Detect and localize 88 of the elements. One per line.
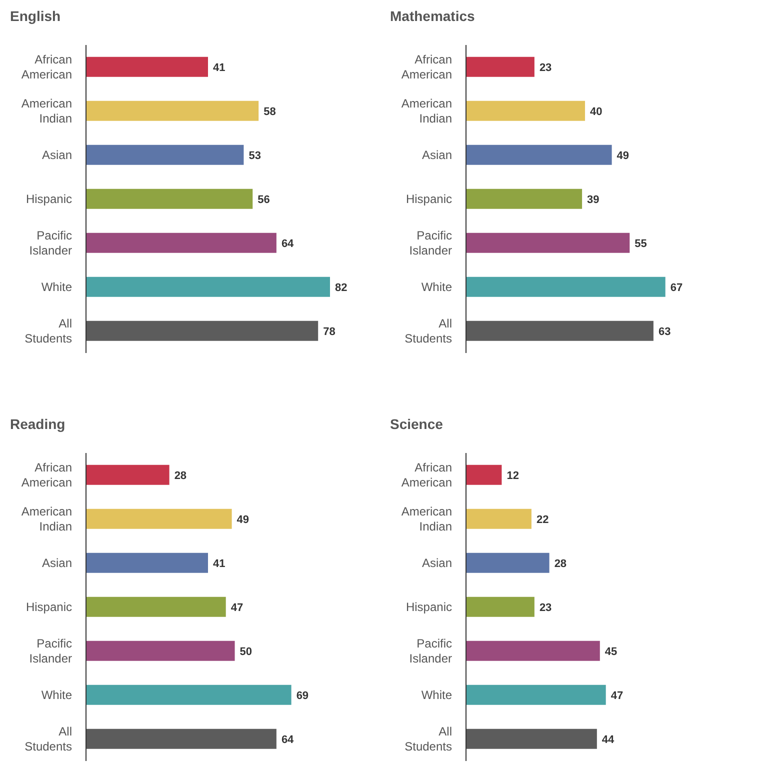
bar [466,320,654,341]
bar [466,596,534,617]
data-label: 63 [658,326,671,338]
data-label: 47 [230,602,244,614]
y-tick-label: Hispanic [26,192,72,206]
y-tick-label: American Indian [21,96,72,126]
data-label: 28 [554,558,567,570]
bar [466,188,582,209]
data-label: 64 [281,734,295,746]
data-label: 41 [213,62,226,74]
data-label: 64 [281,238,295,250]
bar [86,508,232,529]
bar [86,684,292,705]
y-tick-label: White [421,688,452,702]
bar [466,508,532,529]
y-tick-label: American Indian [21,504,72,534]
y-tick-label: Pacific Islander [29,636,72,666]
chart-title: Reading [10,416,66,434]
data-label: 53 [248,150,261,162]
bar [86,640,235,661]
bar [466,552,550,573]
data-label: 45 [604,646,618,658]
bar [86,552,208,573]
data-label: 50 [240,646,252,658]
y-tick-label: Hispanic [406,192,452,206]
y-tick-label: All Students [404,724,452,754]
bar [466,464,502,485]
data-label: 55 [634,238,647,250]
chart-title: English [10,8,62,26]
bar [466,56,534,77]
bar [466,684,606,705]
y-tick-label: All Students [404,316,452,346]
y-tick-label: White [421,280,452,294]
bar [86,728,276,749]
data-label: 49 [236,514,250,526]
y-tick-label: Asian [422,556,452,570]
y-tick-label: American Indian [401,96,452,126]
data-label: 67 [670,282,683,294]
data-label: 23 [539,602,552,614]
y-tick-label: Asian [422,148,452,162]
data-label: 22 [536,514,549,526]
bar [466,276,666,297]
bar [466,144,612,165]
y-tick-label: Pacific Islander [409,228,452,258]
y-tick-label: All Students [24,724,72,754]
data-label: 69 [296,690,309,702]
data-label: 56 [258,194,270,206]
y-tick-label: Hispanic [26,600,72,614]
y-tick-label: White [41,280,72,294]
bar [86,56,208,77]
bar [86,464,170,485]
bar [86,144,244,165]
data-label: 49 [616,150,630,162]
bar [466,232,630,253]
y-tick-label: Pacific Islander [29,228,72,258]
y-tick-label: Asian [42,148,72,162]
bar [466,728,597,749]
data-label: 82 [335,282,348,294]
y-tick-label: Hispanic [406,600,452,614]
bar [86,320,318,341]
y-tick-label: White [41,688,72,702]
y-tick-label: African American [401,52,452,82]
bar [86,188,253,209]
data-label: 28 [174,470,187,482]
data-label: 23 [539,62,552,74]
bar [86,276,330,297]
data-label: 41 [213,558,226,570]
bar [466,100,586,121]
chart-title: Mathematics [390,8,476,26]
data-label: 12 [506,470,519,482]
chart-title: Science [390,416,444,434]
bar [86,232,276,253]
data-label: 78 [323,326,336,338]
bar [466,640,600,661]
data-label: 58 [264,106,276,118]
y-tick-label: Asian [42,556,72,570]
y-tick-label: African American [21,460,72,490]
y-tick-label: Pacific Islander [409,636,452,666]
y-tick-label: All Students [24,316,72,346]
data-label: 47 [610,690,624,702]
y-tick-label: African American [401,460,452,490]
bar [86,596,226,617]
data-label: 44 [602,734,616,746]
y-tick-label: American Indian [401,504,452,534]
data-label: 39 [587,194,600,206]
bar [86,100,259,121]
y-tick-label: African American [21,52,72,82]
data-label: 40 [590,106,602,118]
